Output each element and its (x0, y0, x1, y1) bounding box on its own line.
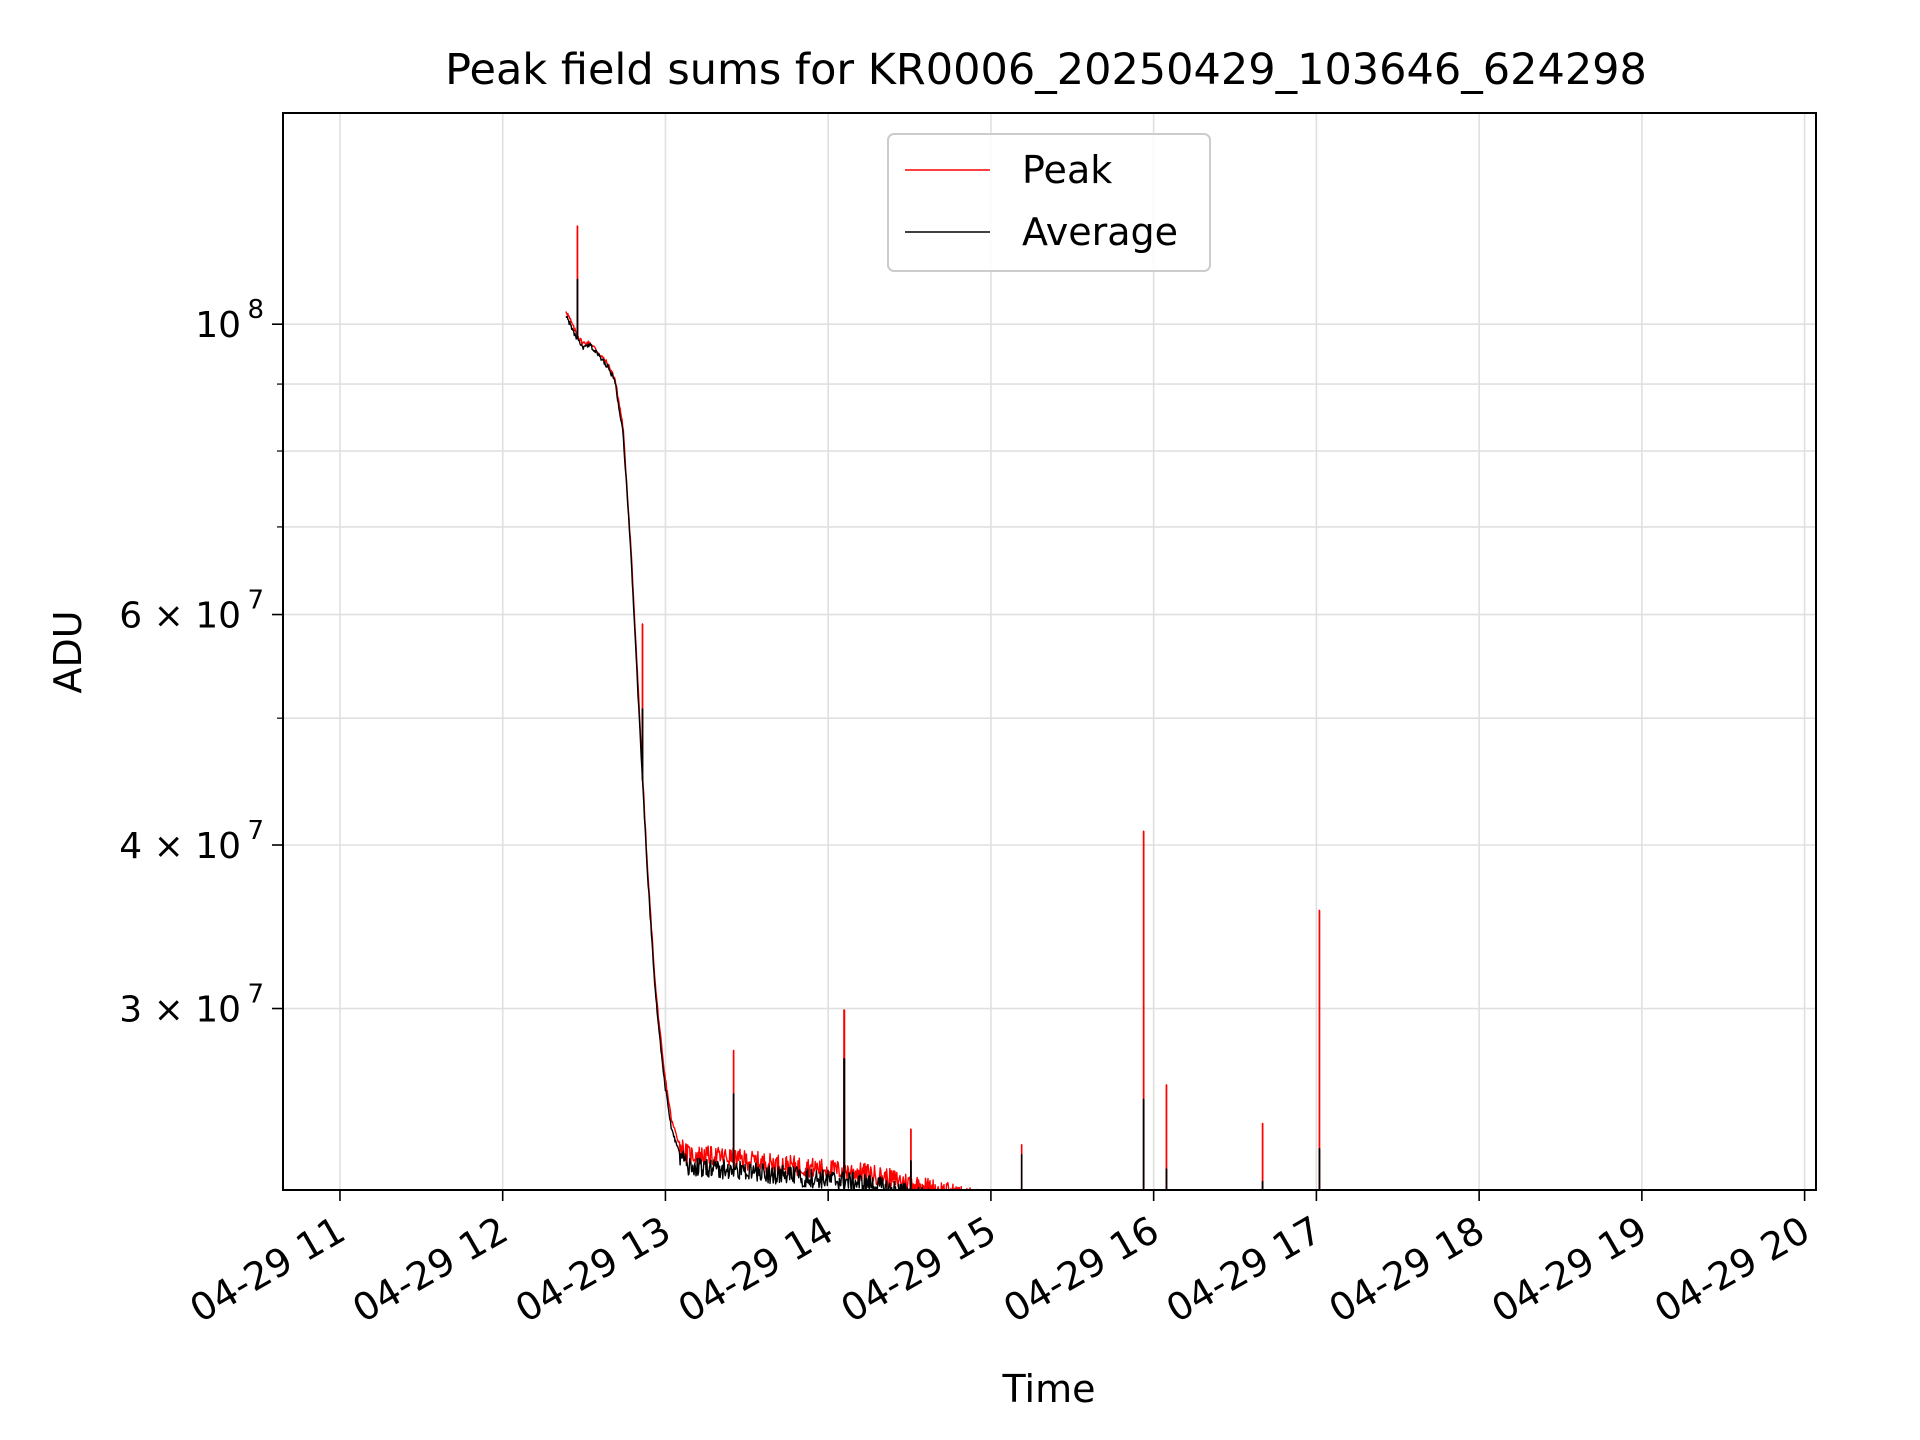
y-tick-label: 6 × 10 (119, 596, 241, 637)
y-tick-exponent: 7 (247, 586, 264, 616)
x-tick-label: 04-29 19 (1484, 1208, 1654, 1332)
x-tick-label: 04-29 15 (833, 1208, 1003, 1332)
y-tick-label: 10 (195, 305, 241, 346)
y-tick-exponent: 7 (247, 980, 264, 1010)
legend-box (887, 133, 1211, 272)
x-tick-label: 04-29 13 (508, 1208, 678, 1332)
x-tick-label: 04-29 14 (671, 1208, 841, 1332)
plot-area (565, 225, 1321, 1190)
x-tick-label: 04-29 11 (182, 1208, 352, 1332)
grid (283, 113, 1816, 1190)
y-axis-label: ADU (46, 610, 90, 693)
y-tick-exponent: 7 (247, 816, 264, 846)
x-tick-label: 04-29 17 (1159, 1208, 1329, 1332)
y-tick-label: 3 × 10 (119, 990, 241, 1031)
x-tick-label: 04-29 16 (996, 1208, 1166, 1332)
legend-label-peak: Peak (1022, 148, 1112, 192)
series-line-average (565, 278, 1321, 1190)
x-tick-label: 04-29 18 (1322, 1208, 1492, 1332)
x-tick-label: 04-29 20 (1647, 1208, 1817, 1332)
legend-label-average: Average (1022, 210, 1178, 254)
y-tick-exponent: 8 (247, 295, 264, 325)
series-layer (565, 225, 1321, 1190)
legend: Peak Average (887, 133, 1211, 272)
y-tick-label: 4 × 10 (119, 826, 241, 867)
x-axis-label: Time (1002, 1367, 1096, 1411)
series-line-peak (565, 225, 1321, 1190)
y-axis: 10 86 × 10 74 × 10 73 × 10 7 (119, 295, 283, 1031)
x-tick-label: 04-29 12 (345, 1208, 515, 1332)
chart-title: Peak field sums for KR0006_20250429_1036… (445, 45, 1647, 95)
axes-frame (282, 112, 1817, 1191)
